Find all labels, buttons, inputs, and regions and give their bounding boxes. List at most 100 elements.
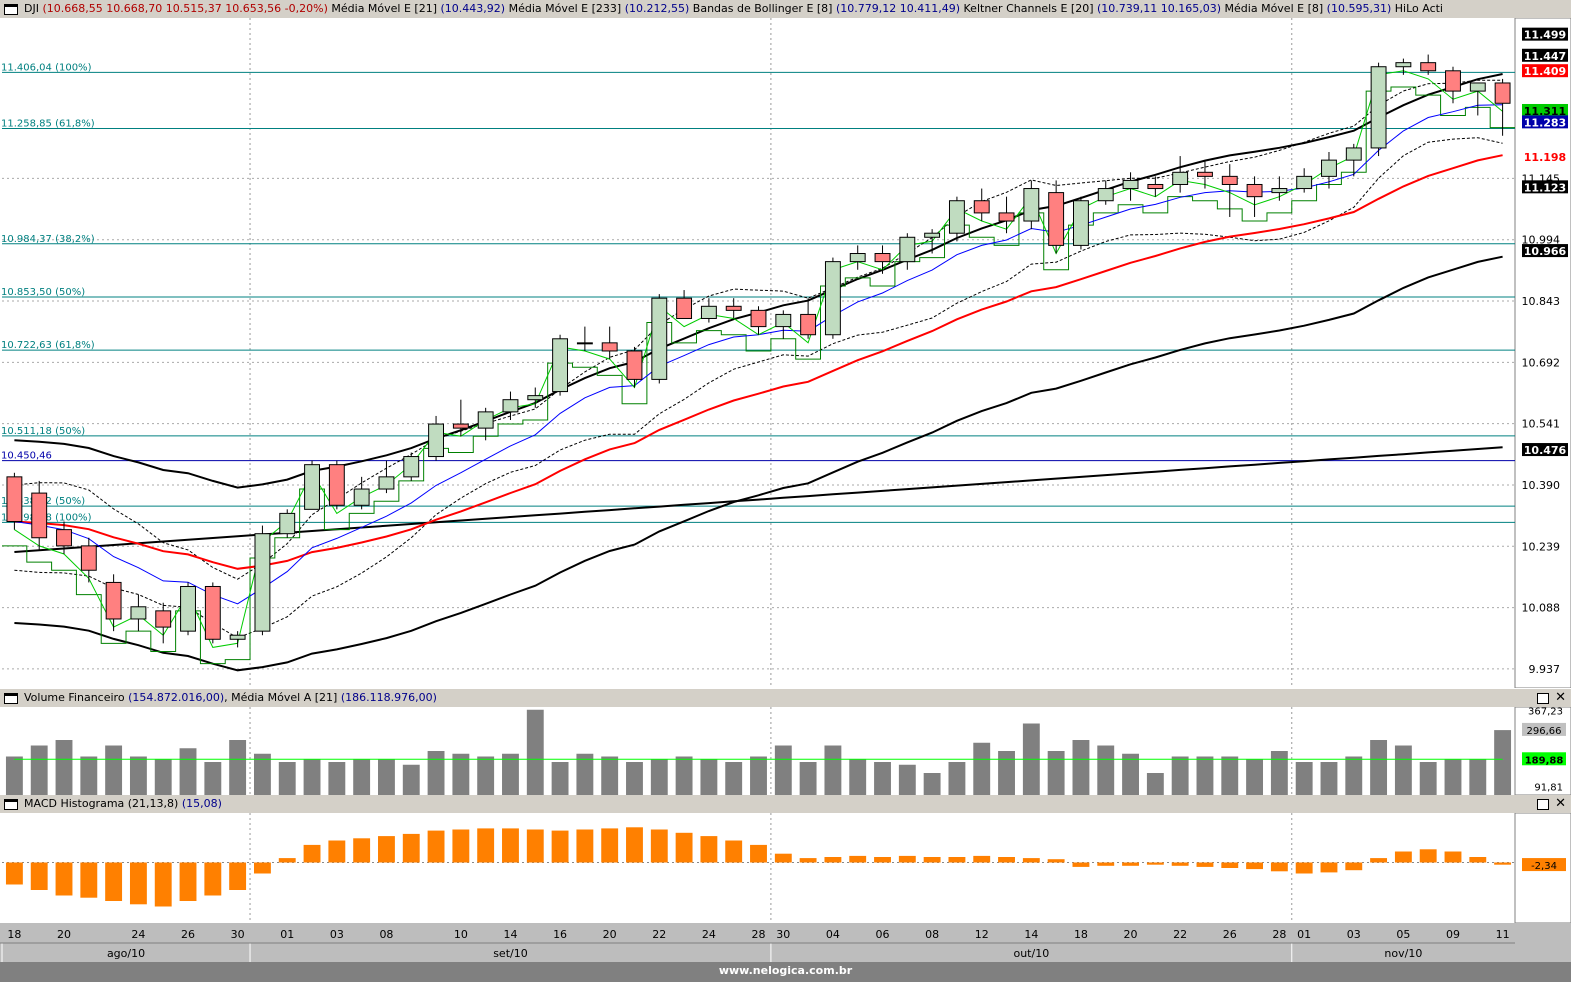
candle-body: [279, 512, 296, 535]
macd-bar: [725, 840, 743, 863]
volume-last-tag-label: 296,66: [1527, 726, 1562, 737]
volume-ma-tag: [1522, 752, 1566, 766]
candle-body: [998, 212, 1015, 222]
month-label: out/10: [1013, 947, 1049, 960]
macd-chart[interactable]: -2,34: [0, 813, 1571, 923]
macd-bar: [1171, 862, 1189, 866]
volume-bar: [948, 762, 966, 795]
footer-url[interactable]: www.nelogica.com.br: [0, 962, 1571, 982]
price-axis-label: 10.692: [1522, 356, 1561, 369]
volume-bar: [874, 762, 891, 795]
candle-body: [676, 297, 693, 319]
macd-bar: [502, 828, 519, 863]
macd-bar: [278, 858, 296, 863]
candle-body: [1271, 188, 1288, 194]
x-tick-label: 03: [330, 928, 344, 941]
volume-axis-label: 367,23: [1528, 707, 1563, 718]
x-tick-label: 20: [1124, 928, 1138, 941]
candle-body: [502, 399, 519, 413]
close-icon[interactable]: ✕: [1555, 690, 1566, 705]
maximize-icon[interactable]: [1537, 799, 1549, 810]
hilo-activator-line: [2, 86, 1515, 665]
candle-up: [948, 196, 965, 242]
candle-up: [700, 298, 717, 323]
candle-body: [31, 492, 48, 539]
candle-up: [849, 245, 866, 270]
price-tag: [1522, 149, 1568, 163]
x-tick-label: 18: [7, 928, 21, 941]
panel-menu-icon[interactable]: [4, 3, 18, 15]
macd-bar: [1072, 862, 1090, 867]
price-chart[interactable]: 10.843 10.692 10.541 10.390 10.239 10.088 9.93…: [0, 18, 1571, 688]
macd-bar: [1146, 862, 1164, 865]
volume-bar: [1494, 730, 1512, 795]
candle-body: [899, 236, 916, 263]
volume-bar: [1345, 756, 1363, 795]
volume-bar: [824, 745, 842, 795]
candle-up: [378, 460, 395, 494]
volume-bar: [154, 759, 172, 795]
ema233-value: (10.212,55): [624, 2, 690, 15]
candle-down: [155, 602, 172, 644]
candle-up: [552, 334, 569, 396]
macd-bar: [328, 840, 346, 863]
keltner-lower-line: [14, 255, 1503, 672]
volume-bar: [378, 759, 395, 795]
price-tag: [1522, 443, 1568, 457]
macd-bar: [1469, 857, 1487, 863]
volume-bar: [551, 762, 569, 795]
candle-down: [452, 399, 469, 437]
volume-bar: [725, 762, 743, 795]
price-axis-label: 10.994: [1522, 234, 1561, 247]
macd-bar: [626, 827, 643, 863]
x-tick-label: 14: [503, 928, 517, 941]
volume-bar: [576, 753, 594, 795]
macd-bar: [923, 857, 941, 863]
volume-value: (154.872.016,00): [128, 691, 225, 704]
candle-body: [180, 585, 196, 632]
macd-bar: [799, 858, 817, 863]
macd-bar: [105, 862, 123, 901]
candle-body: [428, 423, 444, 458]
macd-bar: [650, 829, 668, 863]
macd-bar: [204, 862, 222, 896]
fibonacci-label: 10.984,37 (38,2%): [1, 234, 95, 245]
macd-bar: [229, 862, 247, 890]
macd-bar: [129, 862, 147, 905]
x-tick-label: 24: [131, 928, 145, 941]
candle-up: [775, 310, 792, 339]
candle-body: [973, 200, 990, 214]
panel-menu-icon[interactable]: [4, 692, 18, 704]
macd-tag-label: -2,34: [1531, 861, 1557, 872]
candle-down: [998, 196, 1015, 234]
candle-up: [1345, 143, 1362, 177]
candle-down: [601, 326, 618, 360]
macd-bar: [551, 830, 569, 863]
macd-bar: [179, 862, 197, 901]
candle-body: [527, 395, 544, 401]
price-tag-label: 11.311: [1524, 105, 1566, 118]
volume-bar: [626, 762, 643, 795]
candle-down: [1445, 66, 1461, 104]
volume-bar: [1196, 756, 1214, 795]
time-axis[interactable]: 18 20 24 26 30 01 03 08 10 14 16 20 22 24 28 30 04 06 08 12…: [0, 923, 1571, 962]
candle-body: [1147, 183, 1164, 190]
candle-down: [725, 298, 742, 319]
panel-menu-icon[interactable]: [4, 798, 18, 810]
candle-body: [1172, 171, 1189, 185]
x-tick-label: 16: [553, 928, 567, 941]
maximize-icon[interactable]: [1537, 693, 1549, 704]
candle-body: [1296, 175, 1313, 190]
price-tag-label: 11.198: [1524, 151, 1566, 164]
x-tick-label: 06: [876, 928, 890, 941]
price-tag: [1522, 27, 1568, 41]
candle-up: [924, 229, 941, 254]
candle-body: [204, 585, 221, 640]
candle-down: [80, 537, 97, 583]
volume-bar: [1270, 751, 1288, 795]
volume-bar: [353, 759, 371, 795]
close-icon[interactable]: ✕: [1555, 796, 1566, 811]
macd-panel-header: MACD Histograma (21,13,8) (15,08) ✕: [0, 795, 1571, 814]
candle-up: [254, 525, 271, 636]
